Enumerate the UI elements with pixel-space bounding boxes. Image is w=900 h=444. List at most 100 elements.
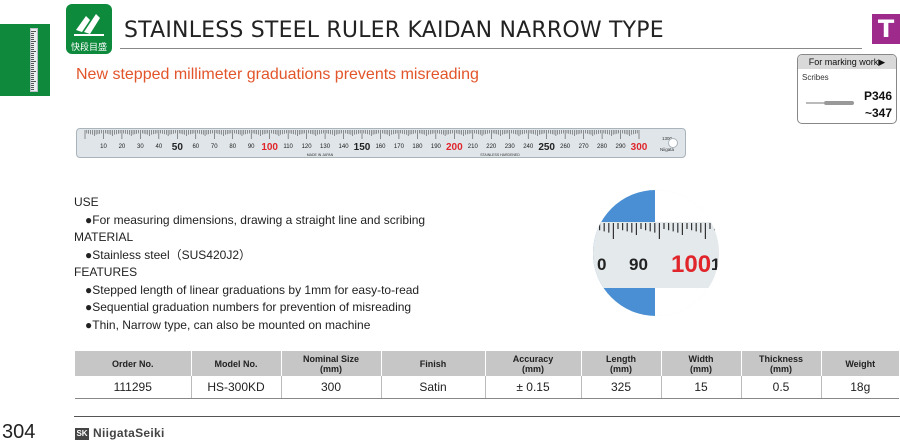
ruler-label: 230 — [505, 144, 516, 150]
thumbnail-tick — [31, 61, 36, 62]
ruler-label: 120 — [302, 144, 313, 150]
page-reference[interactable]: P346 — [863, 89, 892, 103]
ruler-label: 180 — [412, 144, 423, 150]
thumbnail-tick — [31, 89, 34, 90]
thumbnail-tick — [31, 47, 34, 48]
col-width: Width (mm) — [660, 351, 741, 376]
ruler-thumbnail-icon — [30, 28, 38, 92]
ruler-label: 210 — [468, 144, 479, 150]
thumbnail-tick — [31, 83, 34, 84]
ruler-label: 60 — [192, 144, 199, 150]
ruler-label: 50 — [172, 142, 184, 153]
thumbnail-tick — [31, 53, 34, 54]
ruler-label: 140 — [339, 144, 350, 150]
use-item: ●For measuring dimensions, drawing a str… — [85, 212, 426, 227]
ruler-imprint: MADE IN JAPAN — [307, 153, 334, 157]
table-row: 111295 HS-300KD 300 Satin ± 0.15 325 15 … — [75, 376, 899, 399]
section-tab — [0, 24, 50, 96]
category-badge: T — [872, 14, 900, 44]
ruler-label: 290 — [616, 144, 627, 150]
marking-work-heading: For marking work▶ — [798, 55, 896, 69]
thumbnail-tick — [31, 55, 34, 56]
col-model-no: Model No. — [190, 351, 281, 376]
ruler-label: 250 — [538, 142, 555, 153]
col-accuracy: Accuracy (mm) — [484, 351, 581, 376]
thumbnail-tick — [31, 63, 34, 64]
ruler-label: 200 — [446, 142, 463, 153]
finish-cell: Satin — [380, 376, 485, 399]
model-no-cell: HS-300KD — [190, 376, 281, 399]
thumbnail-tick — [31, 85, 34, 86]
ruler-label: 20 — [119, 144, 126, 150]
graduation-closeup: 0 90 100 1 — [593, 190, 719, 316]
thumbnail-tick — [31, 37, 34, 38]
order-no-cell: 111295 — [75, 376, 191, 399]
footer-divider — [74, 416, 900, 417]
marking-work-box[interactable]: For marking work▶ Scribes P346 ~347 — [797, 54, 897, 124]
ruler-label: 40 — [156, 144, 163, 150]
closeup-label: 1 — [711, 255, 719, 274]
subtitle: New stepped millimeter graduations preve… — [76, 66, 479, 83]
ruler-imprint: STAINLESS HARDENED — [480, 153, 520, 157]
thumbnail-tick — [31, 35, 34, 36]
ruler-model-mark: 1300 — [662, 136, 673, 141]
thumbnail-tick — [31, 71, 36, 72]
feature-item: ●Stepped length of linear graduations by… — [85, 282, 420, 297]
features-heading: FEATURES — [74, 265, 138, 279]
ruler-label: 170 — [394, 144, 405, 150]
material-item: ●Stainless steel（SUS420J2） — [85, 247, 251, 262]
closeup-label: 0 — [597, 255, 606, 274]
thumbnail-tick — [31, 59, 34, 60]
ruler-label: 160 — [375, 144, 386, 150]
thumbnail-tick — [31, 81, 36, 82]
nominal-size-cell: 300 — [280, 376, 381, 399]
spec-table: Order No. Model No. Nominal Size (mm) Fin… — [75, 351, 899, 399]
ruler-label: 190 — [431, 144, 442, 150]
scriber-icon — [806, 101, 854, 105]
thumbnail-tick — [31, 69, 34, 70]
thumbnail-tick — [31, 33, 34, 34]
thumbnail-tick — [31, 57, 34, 58]
ruler-label: 260 — [560, 144, 571, 150]
brand-name: NiigataSeiki — [93, 426, 165, 440]
material-heading: MATERIAL — [74, 230, 134, 244]
closeup-label-red: 100 — [671, 251, 711, 278]
col-nominal-size: Nominal Size (mm) — [280, 351, 381, 376]
width-cell: 15 — [660, 376, 741, 399]
page-reference-end: ~347 — [864, 106, 892, 120]
accuracy-cell: ± 0.15 — [484, 376, 581, 399]
ruler-label: 90 — [248, 144, 255, 150]
thumbnail-tick — [31, 65, 34, 66]
ruler-label: 150 — [354, 142, 371, 153]
thumbnail-tick — [31, 41, 36, 42]
kaidan-logo: 快段目盛 — [66, 4, 112, 54]
ruler-end-mark: Niigata — [660, 147, 675, 152]
use-heading: USE — [74, 195, 99, 209]
thumbnail-tick — [31, 73, 34, 74]
ruler-label: 80 — [229, 144, 236, 150]
thumbnail-tick — [31, 49, 34, 50]
table-header-row: Order No. Model No. Nominal Size (mm) Fin… — [75, 351, 899, 376]
ruler-label: 280 — [597, 144, 608, 150]
brand-logo-icon: SK — [75, 428, 89, 440]
logo-emblem-icon — [74, 14, 104, 36]
ruler-label: 220 — [486, 144, 497, 150]
feature-item: ●Sequential graduation numbers for preve… — [85, 300, 412, 314]
thumbnail-tick — [31, 79, 34, 80]
thickness-cell: 0.5 — [740, 376, 821, 399]
closeup-label: 90 — [629, 255, 648, 274]
col-weight: Weight — [820, 351, 899, 376]
thumbnail-tick — [31, 43, 34, 44]
col-order-no: Order No. — [75, 351, 191, 376]
thumbnail-tick — [31, 45, 34, 46]
length-cell: 325 — [580, 376, 661, 399]
scribes-label: Scribes — [802, 73, 829, 82]
ruler-hanging-hole — [668, 138, 678, 148]
page-number: 304 — [2, 421, 36, 443]
ruler-label: 270 — [579, 144, 590, 150]
thumbnail-tick — [31, 67, 34, 68]
col-length: Length (mm) — [580, 351, 661, 376]
ruler-label: 100 — [261, 142, 278, 153]
ruler-image: 10 20 30 40 50 60 70 80 90 100 110 120 130 140 150 160 1… — [76, 128, 686, 158]
thumbnail-tick — [31, 51, 36, 52]
